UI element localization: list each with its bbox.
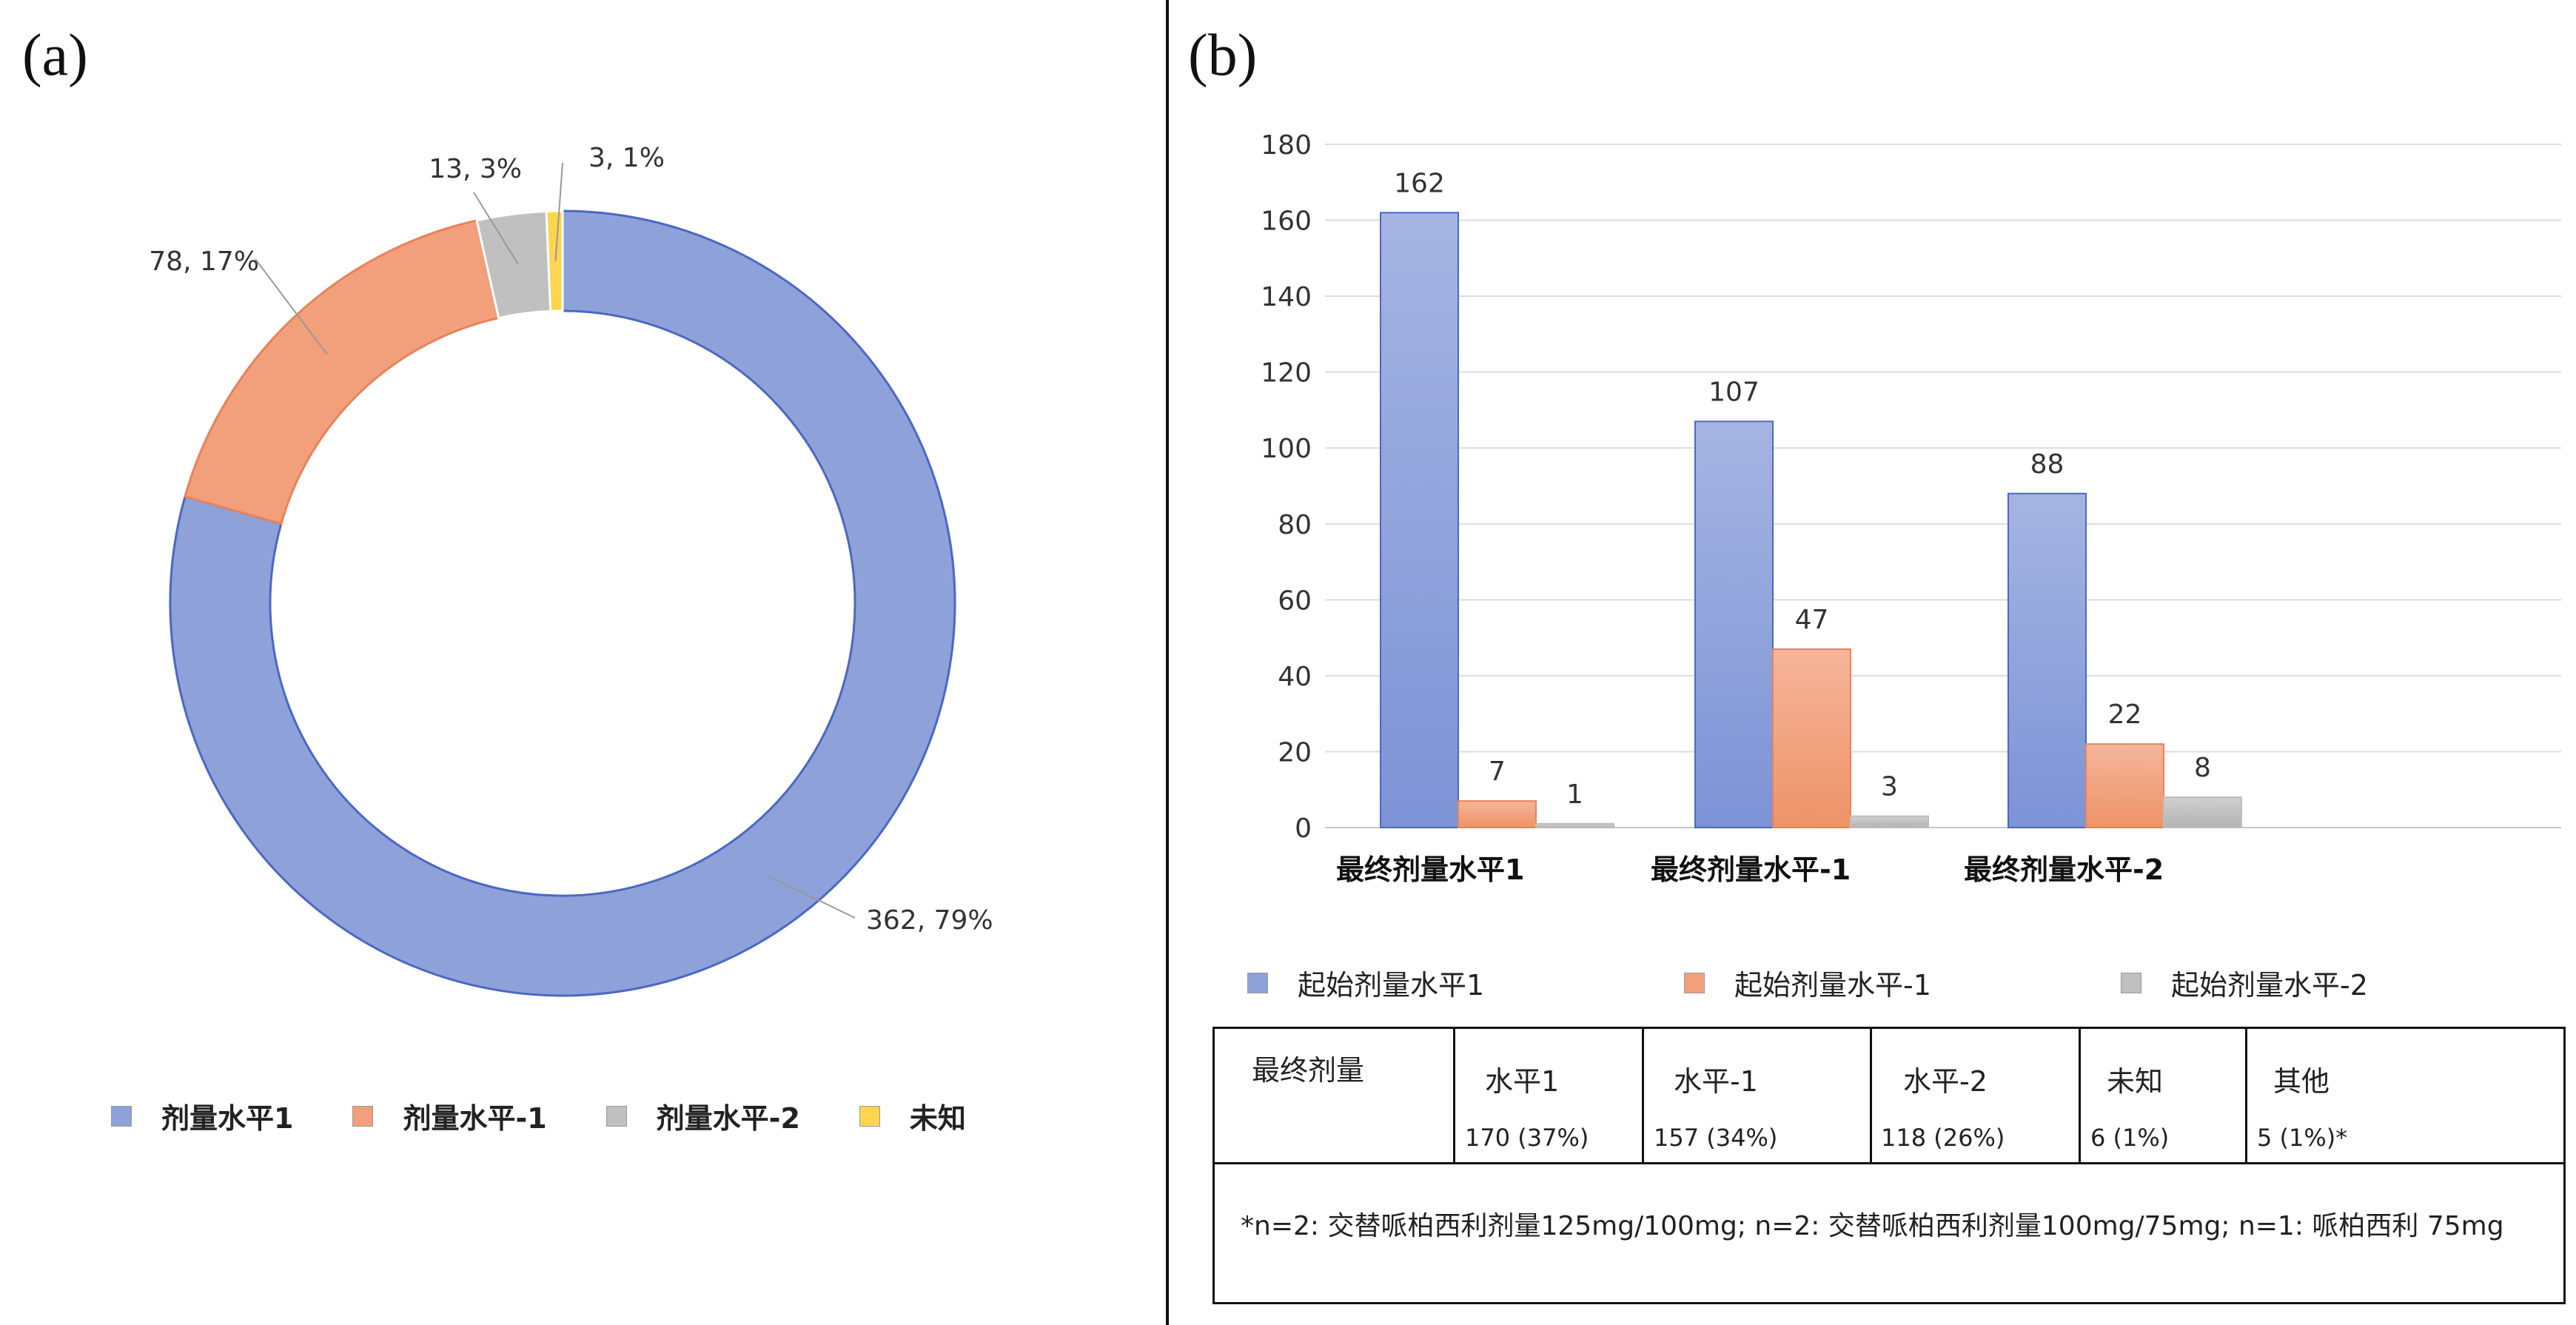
- table-cell: 170 (37%): [1465, 1124, 1589, 1152]
- table-cell: 157 (34%): [1654, 1124, 1778, 1152]
- bar-value-label: 47: [1795, 605, 1829, 635]
- y-tick-label: 40: [1278, 662, 1312, 692]
- table-divider: [2079, 1029, 2081, 1162]
- legend-swatch: [2121, 972, 2141, 993]
- bar-value-label: 8: [2194, 753, 2211, 783]
- bar-value-label: 88: [2030, 449, 2065, 480]
- table-col-header: 其他: [2273, 1065, 2330, 1098]
- legend-label: 剂量水平-2: [656, 1102, 800, 1135]
- panel-b-label: (b): [1188, 23, 1258, 88]
- slice-label: 3, 1%: [588, 143, 665, 173]
- bar-chart: 0 20 40 60 80 100 120 140 160 180 162 7 1 最终剂量水平1 107 4…: [1261, 130, 2561, 886]
- legend-swatch: [1247, 972, 1268, 993]
- legend-item: 未知: [859, 1096, 966, 1136]
- table-cell: 5 (1%)*: [2257, 1124, 2348, 1152]
- summary-table: 最终剂量 水平1 水平-1 水平-2 未知 其他 170 (37%) 157 (…: [1212, 1027, 2566, 1304]
- leader-line: [473, 192, 519, 264]
- donut-chart: 362, 79% 78, 17% 13, 3% 3, 1%: [149, 143, 993, 997]
- y-tick-label: 80: [1278, 510, 1312, 540]
- bar-value-label: 7: [1489, 757, 1506, 787]
- y-tick-label: 0: [1295, 814, 1312, 844]
- table-col-header: 未知: [2107, 1065, 2164, 1098]
- bar: [1850, 815, 1929, 829]
- donut-legend: 剂量水平1 剂量水平-1 剂量水平-2 未知: [111, 1096, 1025, 1136]
- bar: [2008, 492, 2087, 828]
- legend-item: 剂量水平-1: [352, 1096, 547, 1136]
- legend-item: 起始剂量水平-2: [2121, 962, 2557, 1003]
- y-tick-label: 20: [1278, 737, 1312, 768]
- bar: [2085, 743, 2164, 829]
- bar-value-label: 22: [2108, 700, 2142, 730]
- table-col-header: 水平-2: [1903, 1065, 1988, 1098]
- leader-line: [768, 875, 856, 919]
- table-col-header: 水平1: [1485, 1065, 1560, 1098]
- leader-line: [255, 258, 328, 355]
- y-tick-label: 60: [1278, 586, 1312, 616]
- legend-item: 起始剂量水平-1: [1684, 962, 2121, 1003]
- table-divider: [1642, 1029, 1644, 1162]
- bar-value-label: 3: [1881, 772, 1898, 802]
- bar-value-label: 107: [1708, 377, 1760, 407]
- table-divider: [2245, 1029, 2247, 1162]
- table-cell: 6 (1%): [2090, 1124, 2170, 1152]
- legend-item: 剂量水平-2: [606, 1096, 800, 1136]
- legend-label: 未知: [909, 1102, 966, 1135]
- legend-swatch: [859, 1105, 880, 1127]
- legend-item: 剂量水平1: [111, 1096, 293, 1136]
- y-tick-label: 120: [1261, 358, 1312, 389]
- bar: [1694, 420, 1774, 828]
- legend-item: 起始剂量水平1: [1247, 962, 1684, 1003]
- bar-legend: 起始剂量水平1 起始剂量水平-1 起始剂量水平-2: [1247, 962, 2572, 1003]
- legend-swatch: [1684, 972, 1705, 993]
- table-footnote: *n=2: 交替哌柏西利剂量125mg/100mg; n=2: 交替哌柏西利剂量…: [1241, 1211, 2504, 1241]
- legend-label: 起始剂量水平1: [1298, 969, 1485, 1002]
- table-divider: [1453, 1029, 1455, 1162]
- x-tick-label: 最终剂量水平1: [1336, 853, 1524, 886]
- legend-swatch: [111, 1105, 132, 1127]
- bar-value-label: 162: [1394, 168, 1445, 198]
- y-tick-label: 100: [1261, 434, 1312, 464]
- bar: [1458, 800, 1537, 829]
- bar: [1380, 212, 1459, 828]
- table-row-header: 最终剂量: [1252, 1054, 1365, 1087]
- table-col-header: 水平-1: [1674, 1065, 1758, 1098]
- y-tick-label: 160: [1261, 207, 1312, 237]
- legend-label: 起始剂量水平-2: [2171, 969, 2368, 1002]
- panel-a-label: (a): [22, 23, 88, 88]
- bar-value-label: 1: [1566, 779, 1583, 810]
- donut-slice: [545, 209, 564, 312]
- donut-slice: [169, 209, 956, 997]
- leader-line: [554, 162, 563, 261]
- slice-label: 362, 79%: [866, 905, 993, 936]
- slice-label: 78, 17%: [149, 246, 259, 277]
- legend-label: 剂量水平1: [161, 1102, 294, 1135]
- bar: [2163, 796, 2242, 829]
- x-tick-label: 最终剂量水平-2: [1964, 853, 2164, 886]
- bar: [1772, 648, 1851, 828]
- x-tick-label: 最终剂量水平-1: [1651, 853, 1851, 886]
- legend-swatch: [352, 1105, 374, 1127]
- table-divider: [1870, 1029, 1872, 1162]
- panel-divider: [1166, 0, 1169, 1325]
- legend-label: 剂量水平-1: [403, 1102, 547, 1135]
- y-tick-label: 140: [1261, 282, 1312, 312]
- slice-label: 13, 3%: [429, 154, 522, 184]
- y-tick-label: 180: [1261, 130, 1312, 161]
- table-cell: 118 (26%): [1881, 1124, 2005, 1152]
- table-divider: [1215, 1162, 2563, 1164]
- legend-swatch: [606, 1105, 627, 1127]
- bar: [1535, 822, 1614, 828]
- legend-label: 起始剂量水平-1: [1734, 969, 1931, 1002]
